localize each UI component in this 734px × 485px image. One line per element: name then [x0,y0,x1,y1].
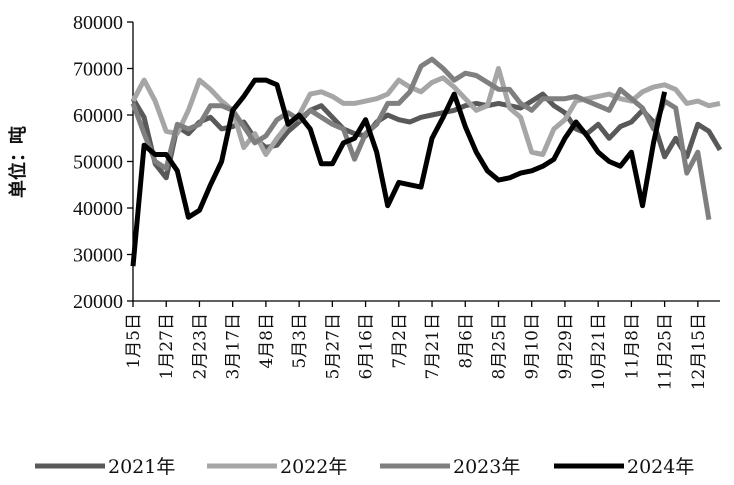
x-tick-label: 1月5日 [124,313,144,369]
legend: 2021年 2022年 2023年 2024年 [35,456,694,478]
legend-label-3: 2023年 [453,456,520,478]
x-tick-label: 11月8日 [622,313,642,379]
y-tick-label: 80000 [73,12,123,34]
y-axis: 80000 70000 60000 50000 40000 30000 20000 [73,12,134,313]
x-tick-label: 6月16日 [357,313,377,379]
series-line-4 [130,77,668,267]
x-tick-label: 8月25日 [489,313,509,379]
y-tick-label: 40000 [73,198,123,220]
x-tick-label: 7月21日 [423,313,443,379]
x-tick-label: 8月6日 [456,313,476,369]
x-tick-label: 9月10日 [523,313,543,379]
x-tick-label: 11月25日 [656,313,676,390]
legend-label-1: 2021年 [108,456,175,478]
legend-label-4: 2024年 [627,456,694,478]
x-tick-label: 5月3日 [290,313,310,369]
series-lines [130,56,723,267]
x-tick-label: 3月17日 [224,313,244,379]
y-tick-label: 60000 [73,105,123,127]
x-tick-label: 12月15日 [689,313,709,390]
y-tick-label: 20000 [73,291,123,313]
y-axis-title: 单位：吨 [7,126,29,198]
x-tick-label: 9月29日 [556,313,576,379]
x-tick-label: 4月8日 [257,313,277,369]
series-line-3 [130,56,712,221]
y-tick-label: 30000 [73,245,123,267]
y-tick-label: 70000 [73,59,123,81]
y-tick-label: 50000 [73,152,123,174]
x-axis: 1月5日 1月27日 2月23日 3月17日 4月8日 5月3日 5月27日 6月16日 7月2… [124,300,720,390]
x-tick-label: 2月23日 [190,313,210,379]
series-line-2 [130,66,721,157]
legend-label-2: 2022年 [280,456,347,478]
x-tick-label: 7月2日 [390,313,410,369]
x-tick-label: 5月27日 [323,313,343,379]
x-tick-label: 10月21日 [589,313,609,390]
x-tick-label: 1月27日 [157,313,177,379]
